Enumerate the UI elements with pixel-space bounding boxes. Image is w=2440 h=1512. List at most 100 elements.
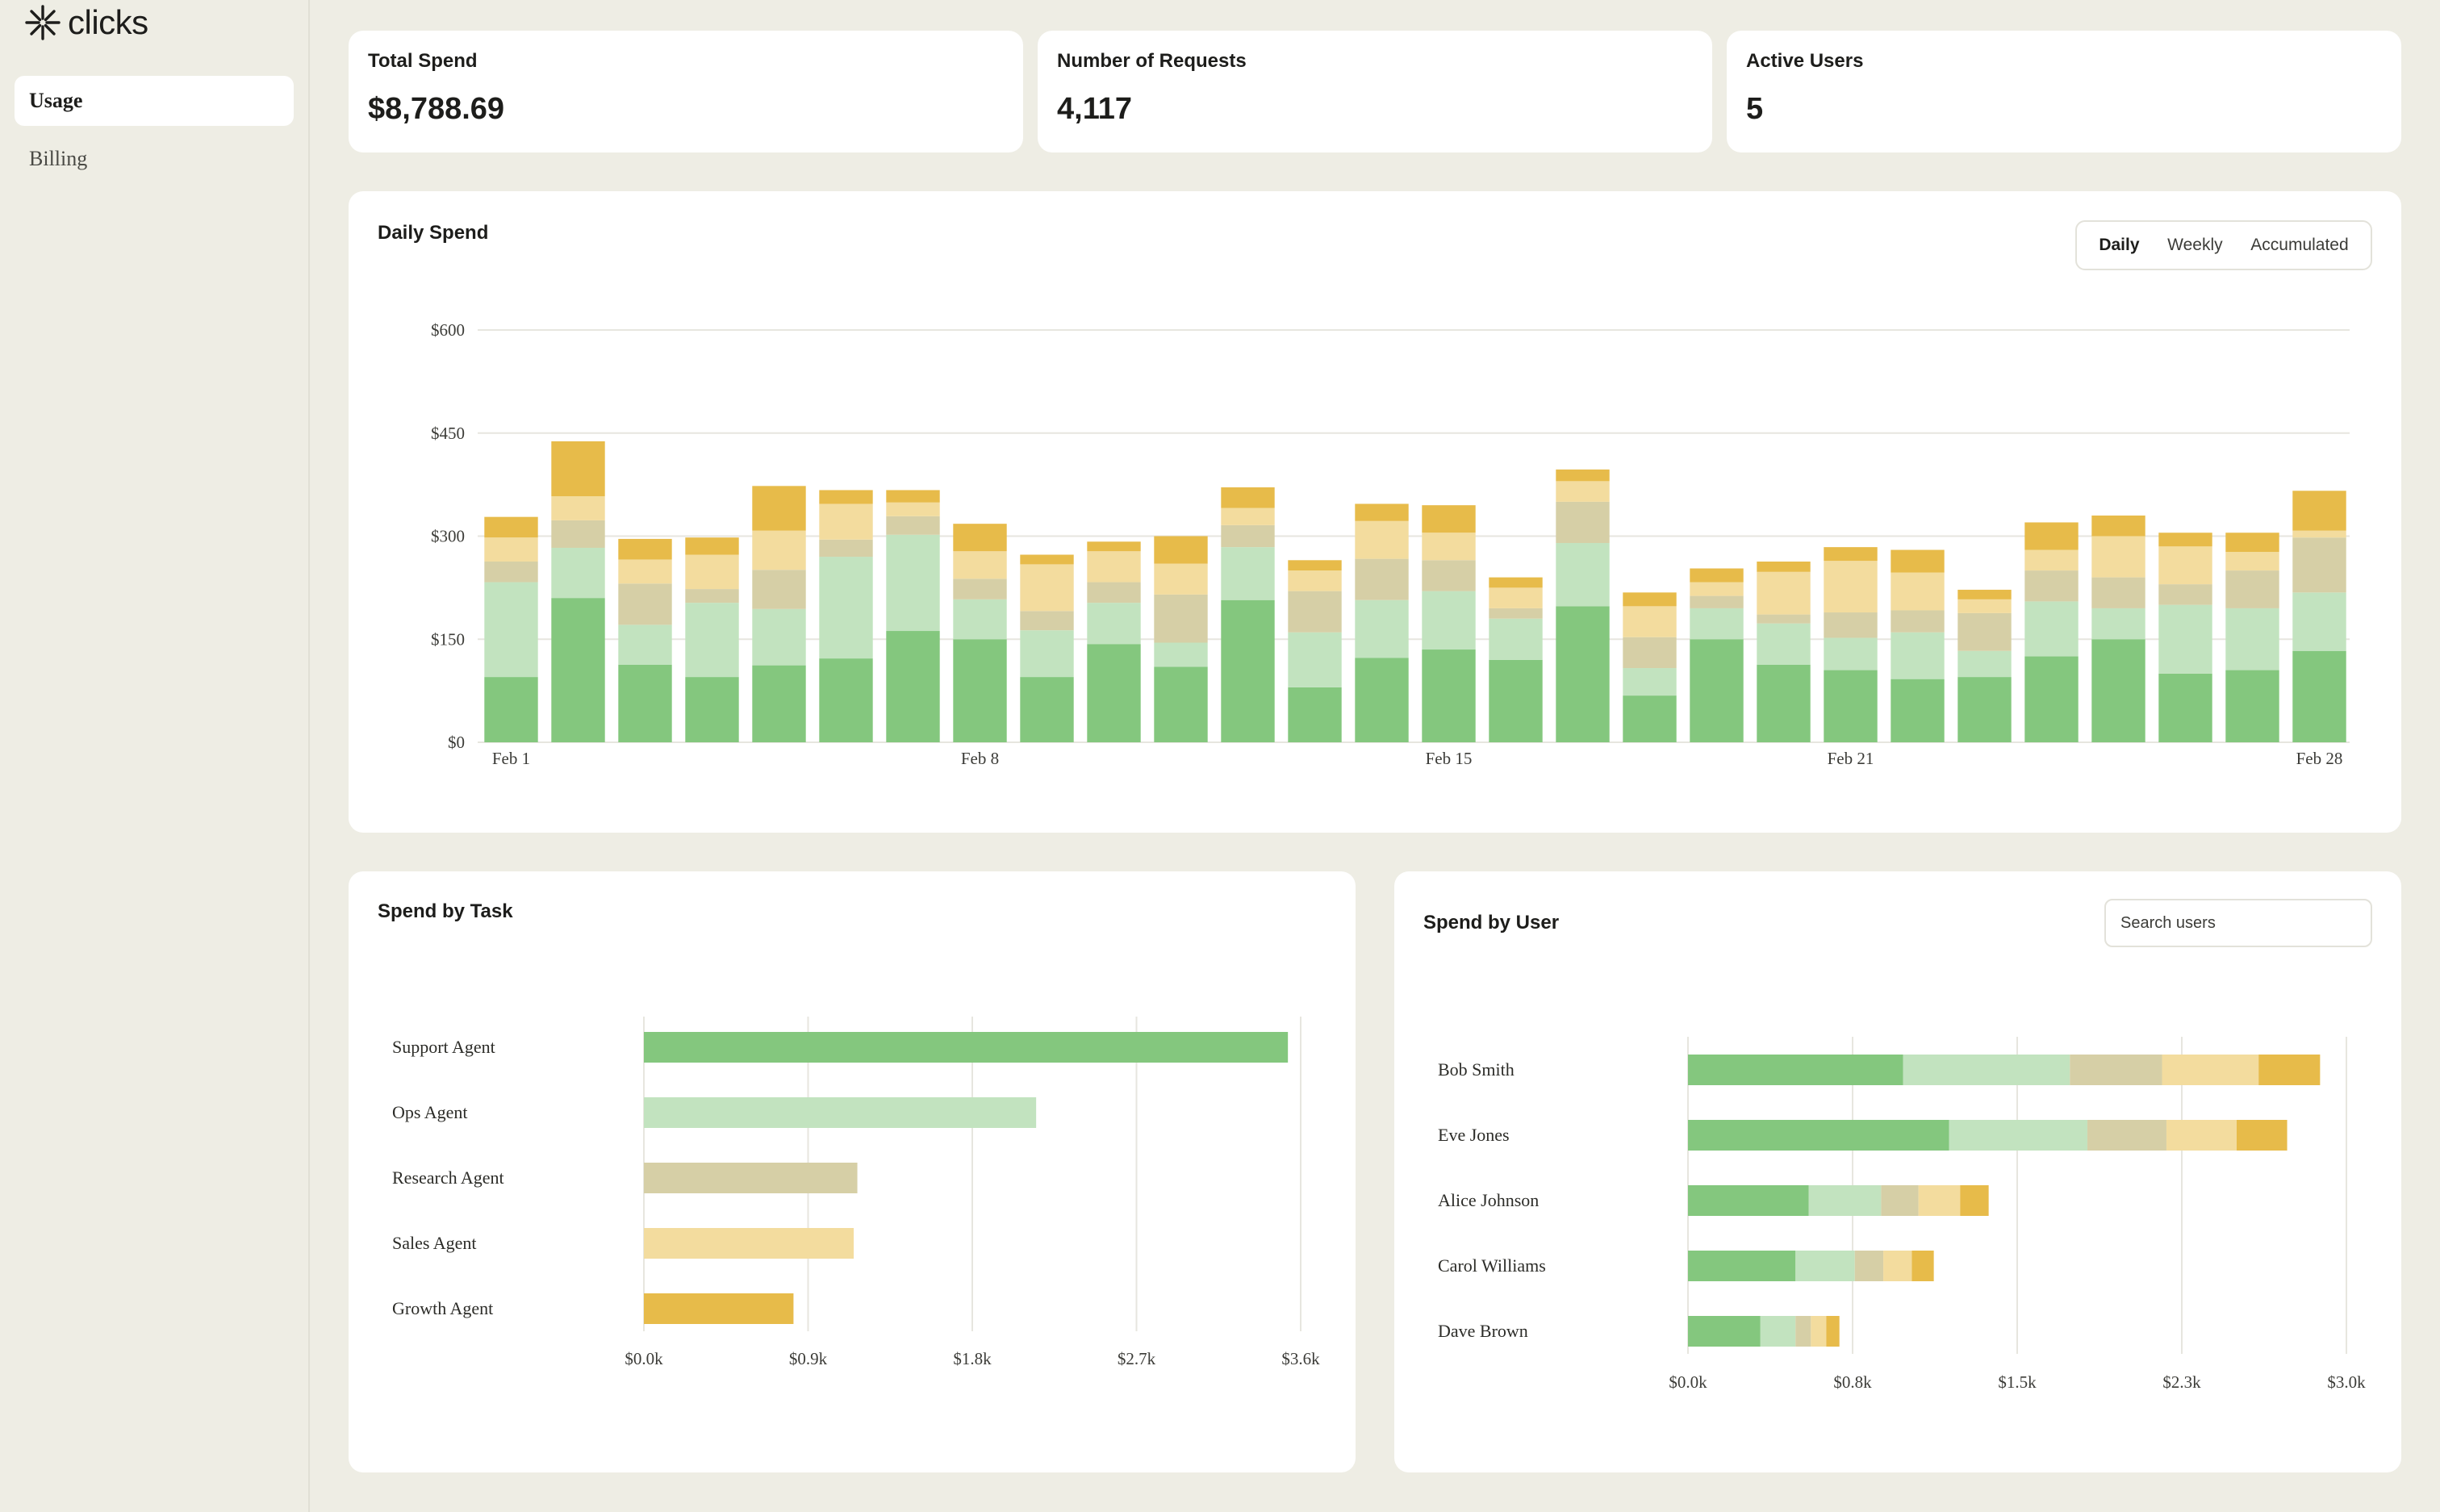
bar-segment <box>2158 604 2212 674</box>
stat-card-active-users: Active Users 5 <box>1727 31 2401 152</box>
bar-segment <box>1221 547 1275 600</box>
x-tick-label: $0.0k <box>625 1349 663 1368</box>
bar-segment <box>1957 612 2012 651</box>
bar-segment <box>1489 587 1543 608</box>
bar-segment <box>953 551 1007 579</box>
category-label: Support Agent <box>392 1037 495 1057</box>
bar-segment <box>1154 563 1208 595</box>
bar-segment <box>1881 1185 1919 1216</box>
daily-spend-card: Daily Spend Daily Weekly Accumulated $0 $… <box>349 191 2401 833</box>
bar-segment <box>1422 649 1476 742</box>
bar-segment <box>2158 673 2212 742</box>
bar-segment <box>685 554 739 590</box>
bar-segment <box>1883 1251 1912 1281</box>
bar-segment <box>2292 491 2346 531</box>
bar-segment <box>2225 608 2279 670</box>
bar-segment <box>1355 658 1409 742</box>
bar-segment <box>1824 637 1878 670</box>
bar-segment <box>1688 1055 1903 1085</box>
bar-segment <box>618 624 672 665</box>
bar-segment <box>1824 561 1878 613</box>
stat-card-total-spend: Total Spend $8,788.69 <box>349 31 1023 152</box>
bar-segment <box>1489 577 1543 588</box>
bar-segment <box>2087 1120 2166 1151</box>
bar-segment <box>484 537 538 562</box>
bar-segment <box>1288 560 1342 571</box>
bar-segment <box>1556 606 1610 742</box>
bar-segment <box>1489 608 1543 619</box>
bar-segment <box>484 677 538 742</box>
toggle-daily[interactable]: Daily <box>2099 236 2140 254</box>
bar-segment <box>1854 1251 1884 1281</box>
bar-segment <box>1288 591 1342 633</box>
toggle-weekly[interactable]: Weekly <box>2167 236 2223 254</box>
bar-segment <box>1824 612 1878 638</box>
bar-segment <box>1623 637 1677 669</box>
bar-segment <box>1288 570 1342 591</box>
bar-segment <box>1221 487 1275 508</box>
bar-segment <box>1556 501 1610 544</box>
bar-segment <box>1918 1185 1961 1216</box>
bar-segment <box>1288 632 1342 687</box>
category-label: Growth Agent <box>392 1298 493 1318</box>
bar-segment <box>2091 577 2145 608</box>
x-tick-label: $0.8k <box>1833 1372 1872 1392</box>
bar-segment <box>1824 670 1878 742</box>
bar-segment <box>2166 1120 2237 1151</box>
bar-segment <box>685 537 739 555</box>
bar-segment <box>1808 1185 1882 1216</box>
bar-segment <box>2158 546 2212 585</box>
bar-segment <box>1020 564 1074 612</box>
bar-segment <box>886 516 940 535</box>
bar-segment <box>1288 687 1342 742</box>
bar-segment <box>1623 592 1677 607</box>
card-title: Daily Spend <box>378 222 489 244</box>
stat-value: $8,788.69 <box>368 92 505 126</box>
bar-segment <box>886 534 940 632</box>
search-users-input[interactable] <box>2104 899 2372 947</box>
bar-segment <box>1757 664 1811 742</box>
bar-segment <box>953 599 1007 640</box>
asterisk-logo-icon <box>25 5 61 40</box>
bar-segment <box>1949 1120 2088 1151</box>
x-tick-label: Feb 28 <box>2296 749 2343 768</box>
bar-segment <box>2225 552 2279 571</box>
sidebar: clicks Usage Billing <box>0 0 310 1512</box>
bar-segment <box>1757 614 1811 624</box>
bar-segment <box>1556 469 1610 482</box>
bar-segment <box>1957 589 2012 599</box>
bar-segment <box>1087 582 1141 604</box>
category-label: Ops Agent <box>392 1102 468 1122</box>
x-tick-label: Feb 8 <box>961 749 999 768</box>
bar-segment <box>1903 1055 2070 1085</box>
bar-segment <box>1556 543 1610 607</box>
bar <box>644 1097 1037 1128</box>
bar-segment <box>1760 1316 1796 1347</box>
bar-segment <box>618 538 672 560</box>
bar-segment <box>1688 1251 1796 1281</box>
stat-value: 5 <box>1746 92 1764 126</box>
bar-segment <box>1826 1316 1840 1347</box>
bar-segment <box>1757 571 1811 615</box>
bar-segment <box>819 658 873 742</box>
bar-segment <box>1154 666 1208 742</box>
bar-segment <box>2237 1120 2288 1151</box>
x-tick-label: Feb 1 <box>492 749 530 768</box>
bar-segment <box>819 557 873 659</box>
logo[interactable]: clicks <box>24 0 148 45</box>
toggle-accumulated[interactable]: Accumulated <box>2250 236 2349 254</box>
bar-segment <box>484 516 538 538</box>
sidebar-item-billing[interactable]: Billing <box>29 147 88 170</box>
x-tick-label: $0.9k <box>789 1349 828 1368</box>
bar-segment <box>1623 606 1677 637</box>
bar-segment <box>551 520 605 548</box>
stat-label: Total Spend <box>368 50 478 72</box>
bar-segment <box>2225 533 2279 553</box>
x-tick-label: $0.0k <box>1669 1372 1707 1392</box>
bar-segment <box>618 664 672 742</box>
bar-segment <box>953 578 1007 599</box>
x-tick-label: $2.7k <box>1118 1349 1156 1368</box>
sidebar-item-usage[interactable]: Usage <box>15 76 294 126</box>
daily-spend-chart: $0 $150 $300 $450 $600 Feb 1 Feb 8 Feb 15 Feb 21… <box>431 320 2350 768</box>
bar-segment <box>1154 594 1208 643</box>
